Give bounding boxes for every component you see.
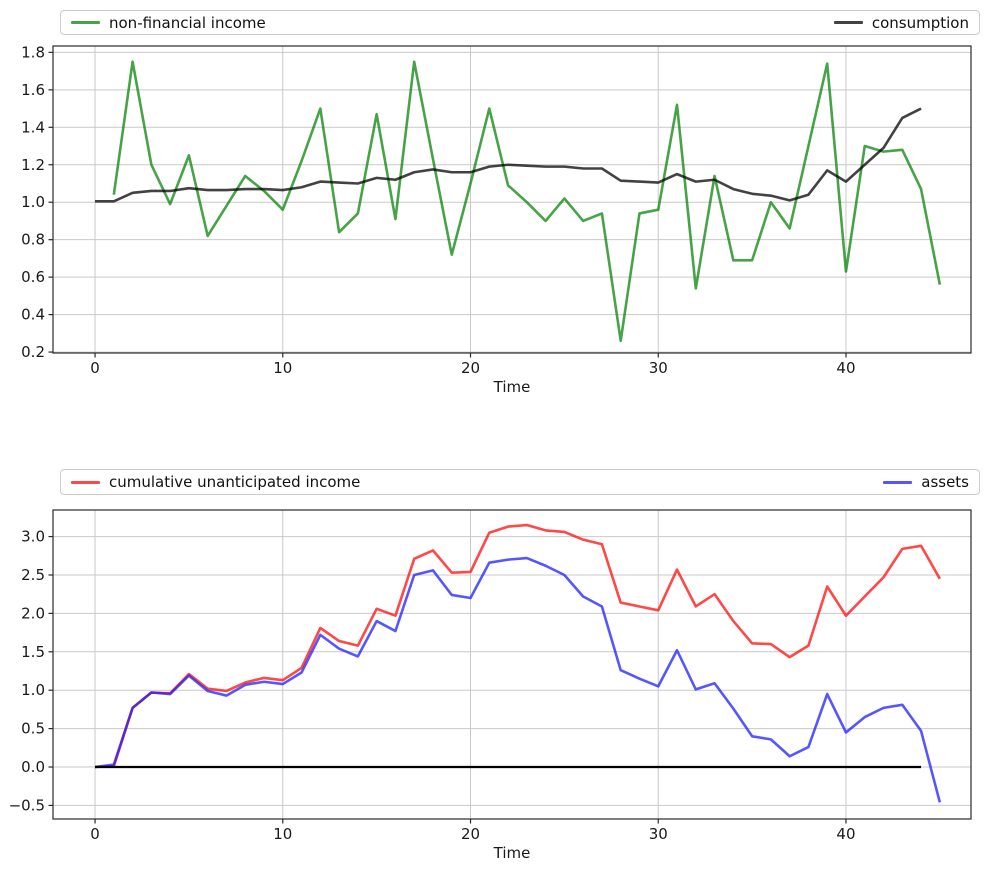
series-line-assets xyxy=(94,556,942,803)
legend-label-cumulative-unanticipated-income: cumulative unanticipated income xyxy=(109,473,361,491)
consumption-line-swatch xyxy=(833,21,863,24)
top-xaxis-title: Time xyxy=(493,378,531,396)
legend-item-consumption: consumption xyxy=(833,13,969,32)
y-tick-label: 0.5 xyxy=(21,720,45,738)
y-tick-label: 1.0 xyxy=(21,193,45,211)
y-tick-label: 2.5 xyxy=(21,566,45,584)
x-tick-label: 40 xyxy=(836,825,855,843)
plot-border xyxy=(52,509,972,820)
x-tick-label: 10 xyxy=(273,359,292,377)
legend-label-consumption: consumption xyxy=(871,13,969,32)
x-tick-label: 0 xyxy=(90,359,100,377)
series-line-cumulative-unanticipated-income xyxy=(94,523,941,769)
y-tick-label: 0.2 xyxy=(21,343,45,361)
y-tick-label: 0.0 xyxy=(21,758,45,776)
non-financial-income-line-swatch xyxy=(71,21,100,24)
y-tick-label: 0.6 xyxy=(21,268,45,286)
x-tick-label: 40 xyxy=(836,359,855,377)
x-tick-label: 10 xyxy=(273,825,292,843)
assets-line-swatch xyxy=(883,480,913,484)
series-line-consumption xyxy=(95,107,922,203)
bottom-legend: cumulative unanticipated income assets xyxy=(60,469,980,495)
legend-item-cumulative-unanticipated-income: cumulative unanticipated income xyxy=(71,473,360,491)
y-tick-label: 3.0 xyxy=(21,528,45,546)
series-line-non-financial-income xyxy=(112,60,942,343)
y-tick-label: 1.4 xyxy=(21,118,45,136)
bottom-xaxis-title: Time xyxy=(493,844,531,862)
y-tick-label: 1.5 xyxy=(21,643,45,661)
x-tick-label: 20 xyxy=(461,359,480,377)
chart-0: 0 10 20 30 40 0.2 0.4 0.6 0.8 1.0 1.2 1.4 1.6 1.8 xyxy=(21,43,972,377)
y-tick-label: 1.8 xyxy=(21,43,45,61)
y-tick-label: 1.2 xyxy=(21,156,45,174)
x-tick-label: 30 xyxy=(649,825,668,843)
cumulative-unanticipated-income-line-swatch xyxy=(71,480,100,484)
y-tick-label: 1.6 xyxy=(21,81,45,99)
x-tick-label: 30 xyxy=(649,359,668,377)
legend-item-assets: assets xyxy=(883,473,969,491)
chart-1: 0 10 20 30 40 −0.5 0.0 0.5 1.0 1.5 2.0 2.5 3.0 xyxy=(9,509,972,843)
x-tick-label: 20 xyxy=(461,825,480,843)
y-tick-label: 0.8 xyxy=(21,231,45,249)
top-legend: non-financial income consumption xyxy=(60,10,980,35)
plot-border xyxy=(52,45,972,354)
x-tick-label: 0 xyxy=(90,825,100,843)
legend-item-non-financial-income: non-financial income xyxy=(71,14,266,32)
y-tick-label: 0.4 xyxy=(21,306,45,324)
legend-label-non-financial-income: non-financial income xyxy=(109,13,266,32)
y-tick-label: 2.0 xyxy=(21,604,45,622)
y-tick-label: 1.0 xyxy=(21,681,45,699)
y-tick-label: −0.5 xyxy=(9,796,45,814)
legend-label-assets: assets xyxy=(921,473,969,491)
